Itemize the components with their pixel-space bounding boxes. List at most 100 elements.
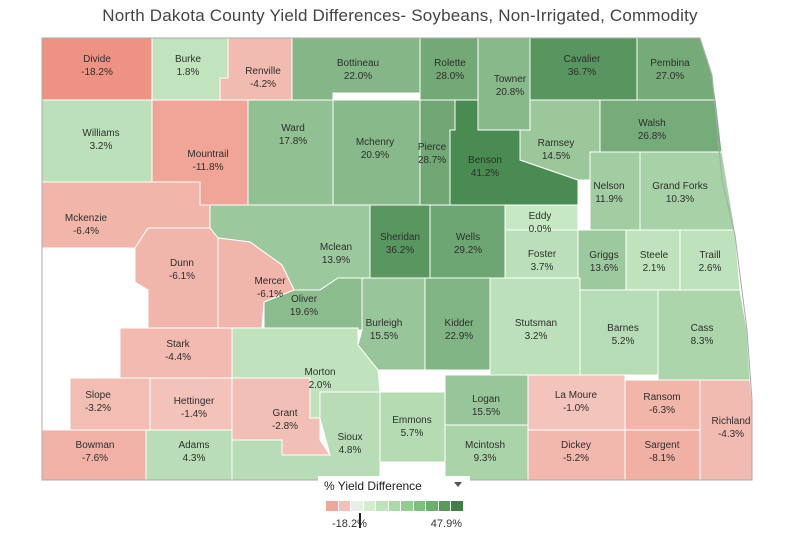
- county-name-stutsman: Stutsman: [515, 318, 557, 329]
- county-value-ramsey: 14.5%: [542, 151, 570, 162]
- county-name-mcintosh: Mcintosh: [465, 440, 505, 451]
- county-value-traill: 2.6%: [699, 263, 722, 274]
- county-value-steele: 2.1%: [643, 263, 666, 274]
- county-value-sheridan: 36.2%: [386, 245, 414, 256]
- county-name-pembina: Pembina: [650, 58, 690, 69]
- legend-swatch: [413, 501, 426, 511]
- county-value-mckenzie: -6.4%: [73, 226, 99, 237]
- legend-swatch: [438, 501, 451, 511]
- legend-zero-tick: [359, 513, 361, 528]
- county-value-cavalier: 36.7%: [568, 67, 596, 78]
- county-name-dickey: Dickey: [561, 440, 591, 451]
- county-value-morton: 2.0%: [309, 380, 332, 391]
- county-name-adams: Adams: [178, 440, 209, 451]
- county-value-rolette: 28.0%: [436, 71, 464, 82]
- county-name-logan: Logan: [472, 394, 500, 405]
- county-value-foster: 3.7%: [531, 262, 554, 273]
- county-name-emmons: Emmons: [392, 415, 431, 426]
- county-value-burleigh: 15.5%: [370, 331, 398, 342]
- county-name-burke: Burke: [175, 54, 202, 65]
- county-name-dunn: Dunn: [170, 258, 194, 269]
- legend-min-label: -18.2%: [332, 518, 367, 530]
- county-value-ransom: -6.3%: [649, 405, 675, 416]
- county-value-mchenry: 20.9%: [361, 150, 389, 161]
- county-name-pierce: Pierce: [418, 142, 447, 153]
- county-value-wells: 29.2%: [454, 245, 482, 256]
- county-name-richland: Richland: [712, 416, 751, 427]
- county-value-mercer: -6.1%: [257, 289, 283, 300]
- county-name-mchenry: Mchenry: [356, 137, 394, 148]
- county-value-towner: 20.8%: [496, 87, 524, 98]
- county-cass[interactable]: [657, 289, 751, 381]
- county-value-renville: -4.2%: [250, 79, 276, 90]
- county-value-logan: 15.5%: [472, 407, 500, 418]
- county-name-sioux: Sioux: [337, 432, 362, 443]
- legend-swatch: [388, 501, 401, 511]
- county-name-ransom: Ransom: [643, 392, 680, 403]
- county-name-kidder: Kidder: [445, 318, 475, 329]
- county-value-stark: -4.4%: [165, 352, 191, 363]
- county-name-sargent: Sargent: [644, 440, 679, 451]
- county-name-sheridan: Sheridan: [380, 232, 420, 243]
- county-name-ramsey: Ramsey: [538, 138, 575, 149]
- county-value-benson: 41.2%: [471, 168, 499, 179]
- county-name-hettinger: Hettinger: [174, 396, 215, 407]
- county-name-wells: Wells: [456, 232, 480, 243]
- county-value-mountrail: -11.8%: [193, 162, 224, 173]
- county-value-bottineau: 22.0%: [344, 71, 372, 82]
- county-rolette[interactable]: [419, 37, 479, 101]
- legend-swatch: [363, 501, 376, 511]
- county-name-benson: Benson: [468, 155, 502, 166]
- color-legend[interactable]: % Yield Difference -18.2% 47.9%: [318, 476, 470, 534]
- county-value-cass: 8.3%: [691, 336, 714, 347]
- county-value-hettinger: -1.4%: [181, 409, 207, 420]
- county-name-eddy: Eddy: [529, 211, 552, 222]
- county-value-griggs: 13.6%: [590, 263, 618, 274]
- county-value-dickey: -5.2%: [563, 453, 589, 464]
- county-value-grand-forks: 10.3%: [666, 194, 694, 205]
- county-name-steele: Steele: [640, 250, 669, 261]
- county-value-burke: 1.8%: [177, 67, 200, 78]
- county-value-stutsman: 3.2%: [525, 331, 548, 342]
- county-value-kidder: 22.9%: [445, 331, 473, 342]
- county-value-slope: -3.2%: [85, 403, 111, 414]
- county-value-sioux: 4.8%: [339, 445, 362, 456]
- county-name-traill: Traill: [699, 250, 720, 261]
- legend-swatch: [426, 501, 438, 511]
- legend-title: % Yield Difference: [324, 479, 422, 493]
- county-value-bowman: -7.6%: [82, 453, 108, 464]
- county-emmons[interactable]: [379, 391, 446, 463]
- county-name-bottineau: Bottineau: [337, 58, 379, 69]
- county-name-barnes: Barnes: [607, 323, 639, 334]
- county-name-la-moure: La Moure: [555, 390, 598, 401]
- county-value-ward: 17.8%: [279, 136, 307, 147]
- county-value-sargent: -8.1%: [649, 453, 675, 464]
- county-ward[interactable]: [247, 99, 334, 206]
- county-value-nelson: 11.9%: [595, 194, 623, 205]
- county-pembina[interactable]: [636, 37, 717, 101]
- county-name-cass: Cass: [691, 323, 714, 334]
- legend-color-ramp: [326, 501, 464, 511]
- legend-swatch: [376, 501, 388, 511]
- county-value-barnes: 5.2%: [612, 336, 635, 347]
- county-name-nelson: Nelson: [593, 181, 624, 192]
- county-name-walsh: Walsh: [638, 118, 665, 129]
- county-value-la-moure: -1.0%: [563, 403, 589, 414]
- county-name-cavalier: Cavalier: [564, 54, 601, 65]
- county-name-mclean: Mclean: [320, 242, 352, 253]
- county-value-walsh: 26.8%: [638, 131, 666, 142]
- county-name-bowman: Bowman: [76, 440, 115, 451]
- county-value-pierce: 28.7%: [418, 155, 446, 166]
- county-name-williams: Williams: [82, 128, 119, 139]
- county-value-grant: -2.8%: [272, 421, 298, 432]
- county-value-dunn: -6.1%: [169, 271, 195, 282]
- county-name-mountrail: Mountrail: [187, 149, 228, 160]
- county-name-morton: Morton: [304, 367, 335, 378]
- map-title: North Dakota County Yield Differences- S…: [102, 6, 698, 25]
- county-bottineau[interactable]: [291, 37, 421, 101]
- chevron-down-icon[interactable]: [454, 482, 462, 487]
- county-name-stark: Stark: [166, 339, 190, 350]
- county-value-oliver: 19.6%: [290, 307, 318, 318]
- county-value-mcintosh: 9.3%: [474, 453, 497, 464]
